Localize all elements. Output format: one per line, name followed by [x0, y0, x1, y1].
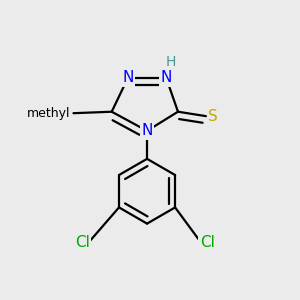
Text: N: N [141, 123, 153, 138]
Text: Cl: Cl [200, 235, 215, 250]
Text: N: N [122, 70, 134, 86]
Text: N: N [160, 70, 172, 86]
Text: S: S [208, 109, 218, 124]
Text: Cl: Cl [75, 235, 90, 250]
Text: H: H [165, 55, 176, 69]
Text: methyl: methyl [27, 107, 70, 120]
